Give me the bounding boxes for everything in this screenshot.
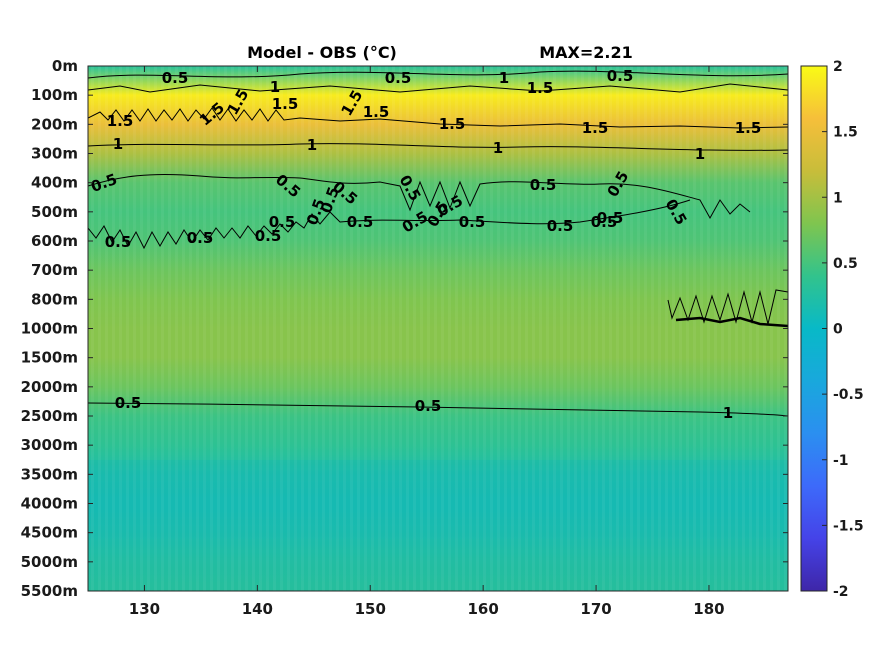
max-annotation: MAX=2.21 bbox=[539, 43, 633, 62]
y-tick-label: 500m bbox=[31, 203, 78, 221]
y-tick-label: 1500m bbox=[21, 349, 78, 367]
y-tick-label: 100m bbox=[31, 86, 78, 104]
y-tick-label: 3500m bbox=[21, 465, 78, 483]
colorbar-tick-label: 2 bbox=[833, 59, 843, 75]
contour-label: 1 bbox=[113, 135, 123, 153]
y-tick-label: 0m bbox=[52, 57, 78, 75]
y-tick-label: 2000m bbox=[21, 378, 78, 396]
contour-label: 0.5 bbox=[607, 67, 634, 85]
contour-line-0.5-upper bbox=[88, 173, 751, 220]
contour-line-1.5-lower bbox=[88, 107, 788, 129]
contour-label: 1 bbox=[695, 145, 705, 163]
y-tick-label: 600m bbox=[31, 232, 78, 250]
contour-line-1-deep-thick bbox=[675, 316, 788, 328]
heatmap-field bbox=[88, 66, 788, 591]
colorbar-tick-label: 1 bbox=[833, 190, 843, 206]
contour-label: 1.5 bbox=[363, 103, 390, 121]
y-tick-label: 400m bbox=[31, 174, 78, 192]
y-tick-label: 700m bbox=[31, 261, 78, 279]
colorbar-tick-label: -1.5 bbox=[833, 518, 864, 534]
contour-label: 0.5 bbox=[162, 69, 189, 87]
contour-label: 1 bbox=[307, 136, 317, 154]
contour-label: 1.5 bbox=[582, 119, 609, 137]
contour-label: 0.5 bbox=[415, 397, 442, 415]
contour-label: 0.5 bbox=[530, 176, 557, 194]
contour-line-0.5-abyssal bbox=[88, 402, 788, 417]
contour-label: 0.5 bbox=[255, 227, 282, 245]
colorbar-tick-label: 1.5 bbox=[833, 125, 858, 141]
contour-label: 0.5 bbox=[347, 213, 374, 231]
y-tick-label: 300m bbox=[31, 145, 78, 163]
y-tick-label: 5500m bbox=[21, 582, 78, 600]
colorbar-tick-label: 0 bbox=[833, 322, 843, 338]
contour-line-0.5-wave bbox=[88, 199, 691, 250]
contour-label: 0.5 bbox=[269, 213, 296, 231]
contour-label: 0.5 bbox=[597, 209, 624, 227]
y-tick-label: 4000m bbox=[21, 495, 78, 513]
contour-line-0.5-surface bbox=[88, 70, 788, 79]
contour-label: 1.5 bbox=[735, 119, 762, 137]
x-axis: 130 140 150 160 170 180 bbox=[129, 66, 725, 618]
y-tick-label: 800m bbox=[31, 290, 78, 308]
y-tick-label: 2500m bbox=[21, 407, 78, 425]
colorbar-tick-label: -0.5 bbox=[833, 387, 864, 403]
contour-label: 1.5 bbox=[107, 112, 134, 130]
colorbar-ticks: 2 1.5 1 0.5 0 -0.5 -1 -1.5 -2 bbox=[822, 59, 864, 600]
y-tick-label: 4500m bbox=[21, 524, 78, 542]
colorbar-tick-label: 0.5 bbox=[833, 256, 858, 272]
colorbar-tick-label: -2 bbox=[833, 584, 849, 600]
contour-label: 0.5 bbox=[459, 213, 486, 231]
x-tick-label: 180 bbox=[693, 600, 724, 618]
contour-label: 0.5 bbox=[105, 233, 132, 251]
x-tick-label: 130 bbox=[129, 600, 160, 618]
contour-label: 0.5 bbox=[115, 394, 142, 412]
contour-line-1-upper bbox=[88, 83, 788, 93]
chart-title: Model - OBS (°C) bbox=[247, 43, 397, 62]
y-tick-label: 1000m bbox=[21, 320, 78, 338]
x-tick-label: 160 bbox=[468, 600, 499, 618]
contour-label: 0.5 bbox=[547, 217, 574, 235]
x-tick-label: 170 bbox=[580, 600, 611, 618]
vertical-striation bbox=[88, 66, 788, 591]
y-tick-label: 5000m bbox=[21, 553, 78, 571]
y-tick-label: 200m bbox=[31, 115, 78, 133]
contour-line-1-lower bbox=[88, 143, 788, 151]
contour-label: 1 bbox=[499, 69, 509, 87]
contour-label: 0.5 bbox=[187, 229, 214, 247]
contour-label: 1 bbox=[723, 404, 733, 422]
contour-lines bbox=[88, 70, 788, 417]
contour-label: 0.5 bbox=[385, 69, 412, 87]
y-tick-label: 3000m bbox=[21, 436, 78, 454]
x-tick-label: 150 bbox=[355, 600, 386, 618]
contour-label: 1 bbox=[493, 139, 503, 157]
y-axis: 0m 100m 200m 300m 400m 500m 600m 700m 800m 1000m 1… bbox=[21, 57, 788, 600]
contour-label: 1.5 bbox=[272, 95, 299, 113]
colorbar-tick-label: -1 bbox=[833, 453, 849, 469]
contour-line-1-deep bbox=[667, 289, 788, 325]
contour-label: 1.5 bbox=[439, 115, 466, 133]
contour-label: 1 bbox=[270, 78, 280, 96]
contour-label: 1.5 bbox=[527, 79, 554, 97]
x-tick-label: 140 bbox=[242, 600, 273, 618]
contour-label: 0.5 bbox=[591, 213, 618, 231]
